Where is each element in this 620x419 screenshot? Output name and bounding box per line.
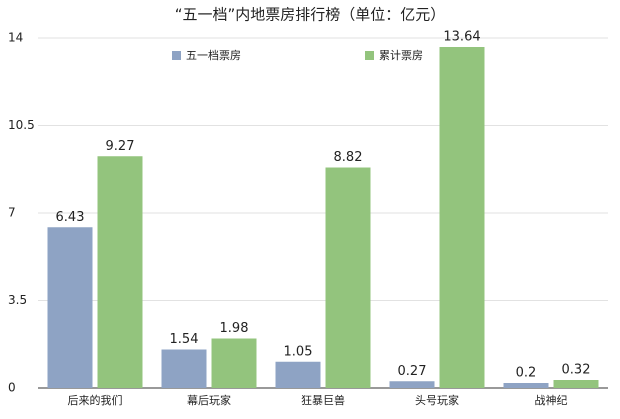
legend-swatch — [365, 51, 374, 60]
value-label: 9.27 — [106, 139, 135, 154]
legend-swatch — [172, 51, 181, 60]
value-label: 0.2 — [516, 366, 537, 381]
x-tick-label: 头号玩家 — [415, 393, 459, 407]
y-tick-label: 7 — [8, 206, 16, 220]
y-tick-label: 14 — [8, 31, 23, 45]
bar — [389, 381, 435, 388]
y-tick-label: 10.5 — [8, 118, 35, 132]
value-label: 0.27 — [398, 364, 427, 379]
x-tick-label: 幕后玩家 — [187, 393, 231, 407]
chart-title: “五一档”内地票房排行榜（单位：亿元） — [175, 6, 446, 24]
legend-label: 累计票房 — [379, 49, 423, 62]
bar — [503, 383, 549, 388]
bar — [325, 167, 371, 388]
bar — [275, 361, 321, 388]
y-tick-label: 0 — [8, 381, 16, 395]
bar — [97, 156, 143, 388]
bar — [553, 380, 599, 388]
bar — [47, 227, 93, 388]
value-label: 1.05 — [284, 344, 313, 359]
bar — [161, 349, 207, 388]
value-label: 6.43 — [56, 210, 85, 225]
x-tick-label: 后来的我们 — [68, 393, 123, 407]
y-tick-label: 3.5 — [8, 293, 27, 307]
x-tick-label: 战神纪 — [535, 393, 568, 407]
bar — [211, 338, 257, 388]
value-label: 1.98 — [220, 321, 249, 336]
value-label: 8.82 — [334, 150, 363, 165]
legend-label: 五一档票房 — [186, 48, 241, 62]
x-tick-label: 狂暴巨兽 — [301, 393, 345, 407]
value-label: 1.54 — [170, 332, 199, 347]
bar — [439, 47, 485, 388]
value-label: 0.32 — [562, 363, 591, 378]
value-label: 13.64 — [443, 30, 480, 45]
